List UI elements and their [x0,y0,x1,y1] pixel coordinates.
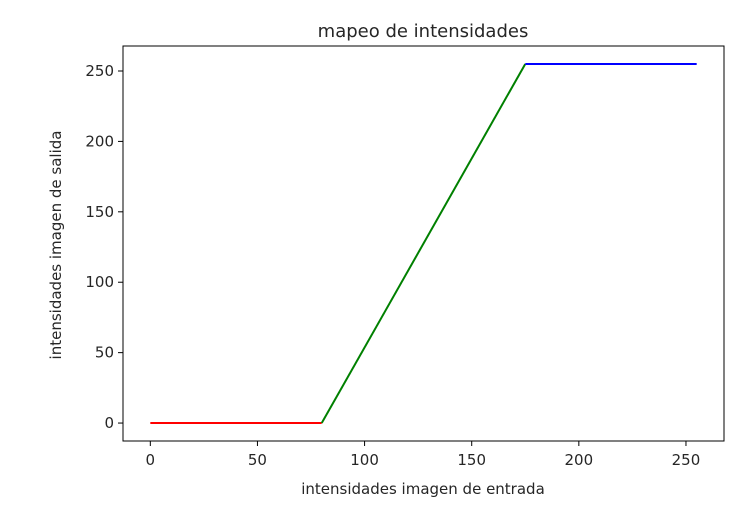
y-tick-label: 150 [85,203,114,221]
axes-layer: 0 50 100 150 200 250 0 50 100 150 200 250 [85,45,725,469]
y-tick-label: 200 [85,132,114,150]
x-tick-label: 250 [672,451,701,469]
y-tick-label: 100 [85,273,114,291]
x-axis-label: intensidades imagen de entrada [301,480,545,498]
x-tick-label: 0 [146,451,156,469]
series-layer [150,62,697,425]
y-tick-label: 0 [104,414,114,432]
y-axis-label: intensidades imagen de salida [47,131,65,360]
y-tick-label: 250 [85,62,114,80]
series-line-2 [320,63,527,424]
x-tick-label: 200 [565,451,594,469]
chart-title: mapeo de intensidades [318,21,529,42]
x-tick-label: 50 [248,451,267,469]
x-tick-label: 100 [350,451,379,469]
x-tick-label: 150 [457,451,486,469]
plot-frame [122,45,725,442]
y-tick-label: 50 [95,344,114,362]
